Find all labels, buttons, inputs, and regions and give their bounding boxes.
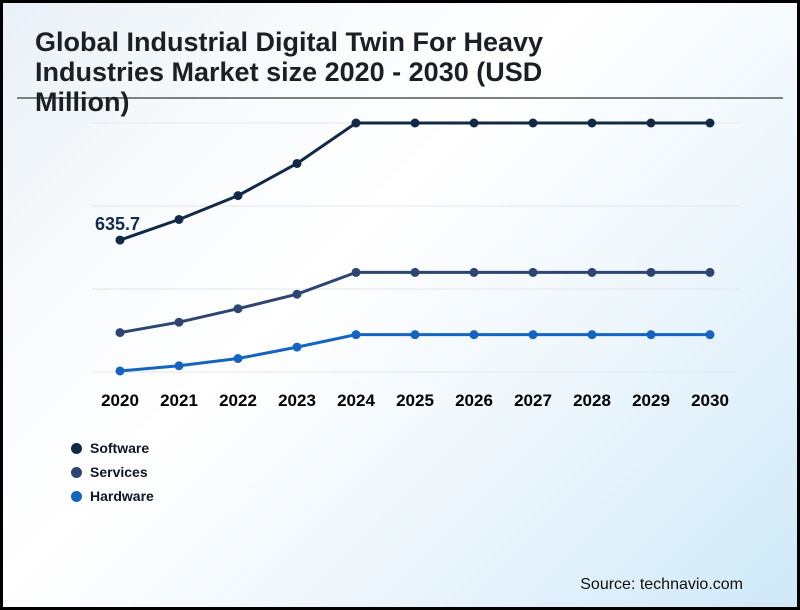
series-point-software-2026 (469, 118, 479, 128)
series-line-hardware (118, 333, 712, 373)
legend-dot-services (71, 466, 82, 478)
series-point-software-2024 (351, 118, 361, 128)
series-point-hardware-2029 (646, 330, 656, 340)
series-point-software-2021 (174, 214, 184, 224)
x-axis-label-2023: 2023 (278, 391, 316, 410)
series-point-services-2028 (587, 267, 597, 277)
series-line-software (118, 121, 712, 242)
x-axis-label-2026: 2026 (455, 391, 493, 410)
series-point-services-2030 (705, 267, 715, 277)
series-point-hardware-2027 (528, 330, 538, 340)
chart-title: Global Industrial Digital Twin For Heavy… (35, 27, 755, 117)
series-line-services (118, 270, 712, 335)
series-point-services-2026 (469, 267, 479, 277)
series-point-hardware-2024 (351, 330, 361, 340)
legend-item-hardware: Hardware (71, 484, 154, 508)
data-label-software-2020: 635.7 (95, 214, 141, 234)
series-point-software-2030 (705, 118, 715, 128)
x-axis-label-2020: 2020 (101, 391, 139, 410)
x-axis-label-2022: 2022 (219, 391, 257, 410)
legend-label-hardware: Hardware (90, 488, 154, 504)
chart-title-line-2: Industries Market size 2020 - 2030 (USD (35, 57, 543, 87)
x-axis-label-2028: 2028 (573, 391, 611, 410)
line-chart-svg (92, 118, 740, 376)
series-point-services-2024 (351, 267, 361, 277)
series-point-hardware-2021 (174, 361, 184, 371)
chart-area: 635.7 2020 2021 2022 2023 2024 2025 2026 2027 20… (3, 3, 797, 607)
x-axis-label-2021: 2021 (160, 391, 198, 410)
legend-dot-hardware (71, 490, 82, 502)
series-point-software-2028 (587, 118, 597, 128)
series-point-software-2023 (292, 158, 302, 168)
series-point-software-2020 (115, 235, 125, 245)
source-text: Source: technavio.com (580, 576, 743, 593)
series-point-services-2027 (528, 267, 538, 277)
x-axis-label-2029: 2029 (632, 391, 670, 410)
series-point-hardware-2020 (115, 366, 125, 376)
x-axis-label-2027: 2027 (514, 391, 552, 410)
legend-label-services: Services (90, 464, 148, 480)
series-point-hardware-2023 (292, 342, 302, 352)
series-point-hardware-2030 (705, 330, 715, 340)
chart-title-line-1: Global Industrial Digital Twin For Heavy (35, 27, 544, 57)
series-point-services-2029 (646, 267, 656, 277)
chart-title-line-3: Million) (35, 87, 130, 117)
legend-item-software: Software (71, 436, 154, 460)
x-axis-label-2024: 2024 (337, 391, 375, 410)
x-axis: 2020 2021 2022 2023 2024 2025 2026 2027 2028 2029… (3, 391, 797, 413)
title-divider (17, 97, 783, 99)
series-point-services-2021 (174, 317, 184, 327)
series-point-hardware-2026 (469, 330, 479, 340)
series-point-hardware-2028 (587, 330, 597, 340)
series-point-services-2025 (410, 267, 420, 277)
series-point-hardware-2022 (233, 354, 243, 364)
series-point-software-2027 (528, 118, 538, 128)
series-point-software-2025 (410, 118, 420, 128)
series-point-services-2023 (292, 289, 302, 299)
legend-label-software: Software (90, 440, 150, 456)
series-point-services-2022 (233, 304, 243, 314)
series-point-hardware-2025 (410, 330, 420, 340)
series-point-software-2022 (233, 191, 243, 201)
series-point-software-2029 (646, 118, 656, 128)
x-axis-label-2025: 2025 (396, 391, 434, 410)
series-point-services-2020 (115, 328, 125, 338)
legend: Software Services Hardware (71, 436, 154, 508)
legend-item-services: Services (71, 460, 154, 484)
x-axis-label-2030: 2030 (691, 391, 729, 410)
legend-dot-software (71, 442, 82, 454)
